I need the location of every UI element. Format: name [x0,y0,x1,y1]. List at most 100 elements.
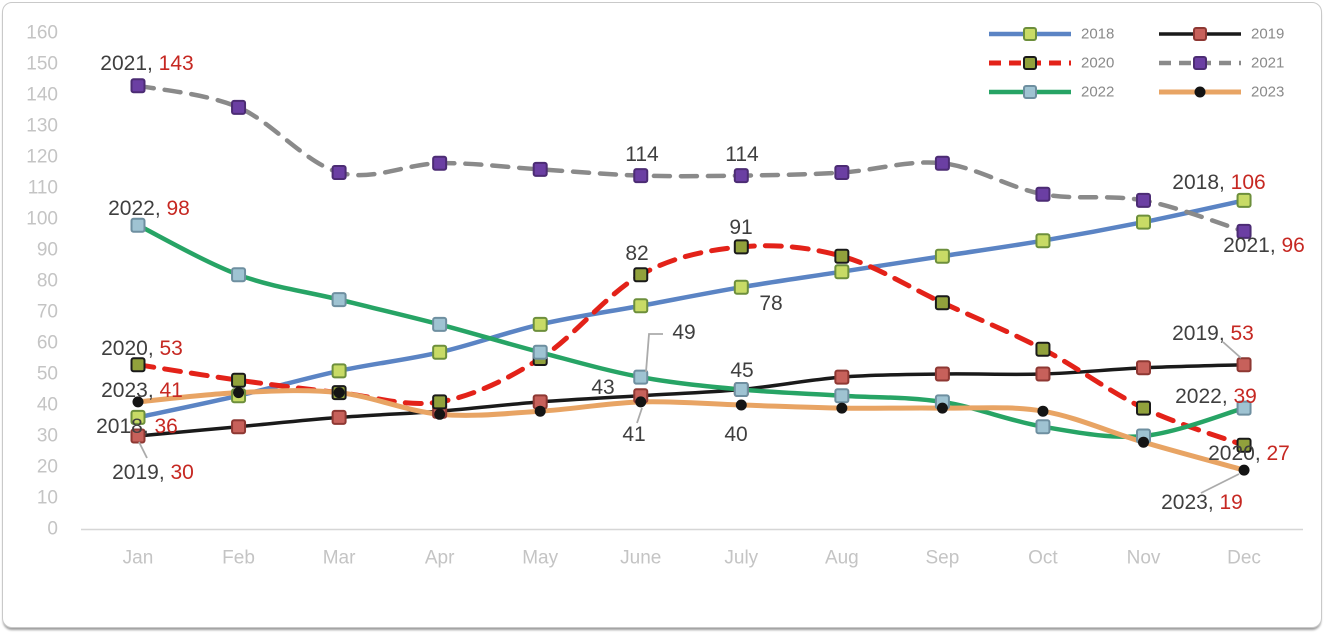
marker-2019-nov [1136,360,1151,376]
marker-2023-jan [132,396,144,408]
y-axis-label-80: 80 [37,271,58,292]
marker-2021-apr [432,155,448,171]
series-line-2021 [135,83,1247,234]
y-axis-label-90: 90 [37,240,58,261]
y-axis-label-30: 30 [37,426,58,447]
data-label-2018-dec: 2018, 106 [1172,171,1265,194]
data-label-2020-jan: 2020, 53 [101,337,183,360]
marker-2023-oct [1037,405,1049,417]
marker-2023-apr [434,408,446,420]
marker-2021-aug [834,165,850,180]
data-label-2021-july: 114 [725,143,759,166]
data-label-2022-june-leader [645,333,663,373]
legend-item-2020: 2020 [989,55,1114,72]
data-label-2023-dec-leader [1200,473,1240,494]
y-axis-label-160: 160 [26,23,58,44]
marker-2022-feb [231,267,247,283]
data-label-2020-june: 82 [625,242,648,265]
legend-label-2023: 2023 [1251,84,1284,101]
marker-2020-feb [231,372,247,388]
marker-2022-apr [432,316,448,332]
marker-2023-july [735,399,747,411]
x-axis-label-aug: Aug [825,548,859,569]
legend-marker-2023 [1194,86,1206,98]
legend-item-2023: 2023 [1159,84,1284,101]
marker-2023-aug [836,402,848,414]
marker-2019-sep [934,366,950,382]
marker-2018-july [733,279,749,295]
series-line-2019 [136,362,1246,438]
marker-2021-sep [934,155,950,171]
marker-2020-nov [1136,400,1151,416]
marker-2023-june [635,396,647,408]
data-label-2019-jan-leader [138,441,148,459]
marker-2023-nov [1138,436,1149,448]
y-axis-label-70: 70 [37,302,58,323]
marker-2021-mar [331,165,347,180]
marker-2023-mar [333,387,345,399]
series-line-2022 [135,222,1247,440]
marker-2018-nov [1136,214,1151,230]
legend-label-2021: 2021 [1251,55,1284,72]
marker-2018-oct [1035,233,1051,249]
marker-2020-sep [934,295,950,311]
x-axis-label-may: May [522,548,558,569]
marker-2020-oct [1035,341,1051,357]
y-axis-label-40: 40 [37,395,58,416]
y-axis-label-60: 60 [37,333,58,354]
marker-2018-aug [834,264,850,280]
series-line-2020 [135,243,1247,448]
legend-marker-2022 [1023,85,1037,99]
legend-item-2022: 2022 [989,84,1114,101]
x-axis-label-dec: Dec [1227,548,1261,569]
y-axis-label-110: 110 [28,178,58,199]
legend-item-2021: 2021 [1159,55,1284,72]
marker-2019-feb [231,419,247,435]
marker-2021-dec [1236,223,1252,239]
marker-2018-jan [130,409,146,425]
marker-2022-july [733,382,749,397]
y-axis-label-10: 10 [37,488,58,509]
y-axis-label-20: 20 [37,457,58,478]
y-axis-label-100: 100 [26,209,58,230]
data-label-2019-dec: 2019, 53 [1172,322,1254,345]
marker-2021-nov [1136,192,1151,208]
legend-item-2019: 2019 [1159,26,1284,43]
marker-2022-dec [1236,400,1252,416]
legend-item-2018: 2018 [989,26,1114,43]
data-label-2023-june-leader [636,407,643,424]
data-label-2021-dec: 2021, 96 [1223,234,1305,257]
marker-2021-jan [130,78,146,94]
data-label-2020-july: 91 [729,216,752,239]
marker-2019-aug [834,369,850,385]
series-line-2018 [135,198,1247,420]
marker-2020-july [733,239,749,255]
data-label-2019-dec-leader [1222,341,1242,359]
data-label-2021-june: 114 [625,143,659,166]
marker-2022-mar [331,292,347,308]
x-axis-label-oct: Oct [1028,548,1058,569]
data-label-2023-july: 40 [724,423,747,446]
data-label-2018-jan: 2018, 36 [96,415,178,438]
marker-2020-aug [834,248,850,264]
data-label-2021-jan: 2021, 143 [100,52,193,75]
marker-2018-apr [432,344,448,360]
marker-2018-sep [934,248,950,264]
legend-marker-2018 [1023,27,1037,41]
marker-2020-apr [432,394,448,410]
y-axis-label-120: 120 [26,147,58,168]
marker-2022-oct [1035,419,1051,435]
data-label-2019-july: 45 [730,359,753,382]
marker-2023-dec [1238,464,1250,476]
data-label-2019-june: 43 [591,376,614,399]
marker-2022-jan [130,217,146,233]
marker-2019-mar [331,409,347,425]
y-axis-label-50: 50 [37,364,58,385]
legend-marker-2020 [1023,56,1037,70]
data-label-2022-dec: 2022, 39 [1175,385,1257,408]
data-label-2023-june: 41 [622,423,645,446]
marker-2020-june [633,267,649,283]
x-axis-label-jan: Jan [123,548,154,569]
legend-label-2018: 2018 [1081,26,1114,43]
marker-2018-mar [331,363,347,379]
